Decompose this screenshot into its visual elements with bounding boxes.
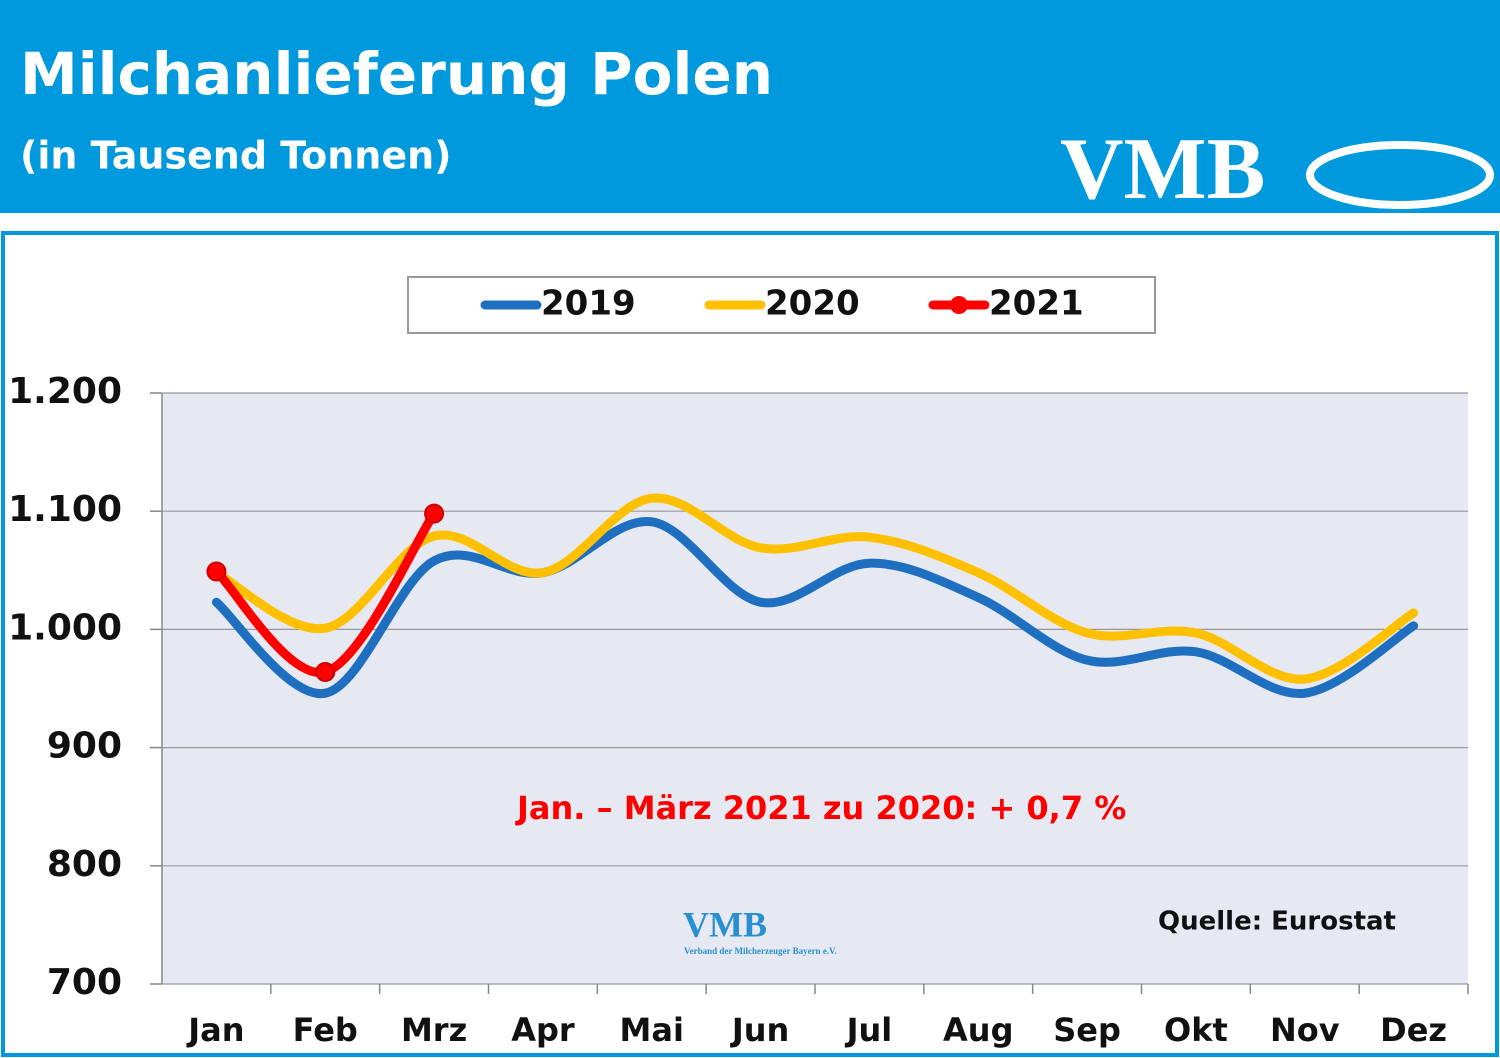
legend-label: 2020 <box>765 284 860 324</box>
annotation: Jan. – März 2021 zu 2020: + 0,7 % <box>515 789 1126 827</box>
legend-label: 2019 <box>541 284 636 324</box>
x-tick-label: Jun <box>730 1011 789 1049</box>
y-tick-label: 800 <box>47 844 122 885</box>
x-tick-label: Nov <box>1270 1011 1340 1049</box>
x-tick-label: Aug <box>943 1011 1013 1049</box>
legend-label: 2021 <box>989 284 1084 324</box>
y-tick-label: 700 <box>47 962 122 1003</box>
x-tick-label: Feb <box>293 1011 358 1049</box>
watermark-logo: VMB <box>683 904 767 944</box>
x-tick-label: Jul <box>845 1011 893 1049</box>
x-tick-label: Jan <box>186 1011 244 1049</box>
logo-swoosh <box>1306 141 1494 209</box>
plot-area <box>162 393 1468 984</box>
x-tick-label: Mai <box>620 1011 684 1049</box>
subtitle: (in Tausend Tonnen) <box>20 134 452 178</box>
source: Quelle: Eurostat <box>1158 907 1396 937</box>
y-tick-label: 1.000 <box>8 607 122 648</box>
x-tick-label: Sep <box>1053 1011 1121 1049</box>
series-marker <box>206 561 227 582</box>
logo: VMB <box>1060 121 1265 218</box>
x-tick-label: Okt <box>1164 1011 1228 1049</box>
x-tick-label: Mrz <box>401 1011 467 1049</box>
x-tick-label: Dez <box>1380 1011 1447 1049</box>
header-band <box>0 0 1500 213</box>
legend-marker <box>950 296 968 314</box>
x-tick-label: Apr <box>511 1011 575 1049</box>
title: Milchanlieferung Polen <box>20 40 773 108</box>
watermark-text: Verband der Milcherzeuger Bayern e.V. <box>684 946 837 956</box>
series-line <box>211 517 1419 698</box>
y-tick-label: 1.200 <box>8 371 122 412</box>
series-marker <box>315 661 336 682</box>
y-tick-label: 900 <box>47 726 122 767</box>
series-marker <box>424 503 445 524</box>
y-tick-label: 1.100 <box>8 489 122 530</box>
